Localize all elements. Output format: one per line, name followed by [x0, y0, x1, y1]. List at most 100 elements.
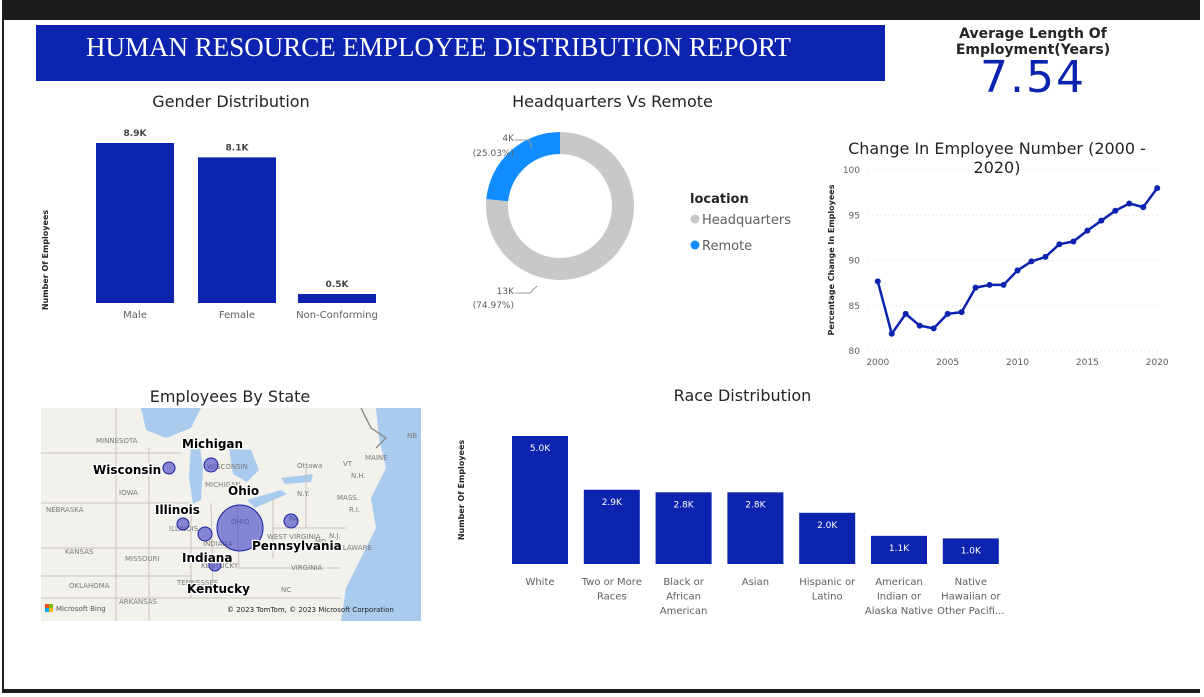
state-label: Michigan	[182, 437, 243, 451]
map-background-label: N.H.	[351, 472, 366, 480]
gender-bar-data-label: 8.1K	[226, 143, 250, 153]
legend-marker	[690, 214, 700, 224]
line-point[interactable]	[930, 325, 937, 332]
map-background-label: OKLAHOMA	[69, 582, 110, 590]
race-bar[interactable]	[583, 489, 640, 564]
state-label: Illinois	[155, 503, 200, 517]
line-point[interactable]	[1098, 217, 1105, 224]
line-point[interactable]	[1140, 204, 1147, 211]
map-background-label: NEBRASKA	[46, 506, 84, 514]
legend-label[interactable]: Headquarters	[702, 213, 791, 228]
race-category-label: Latino	[812, 592, 843, 603]
lake-erie	[247, 490, 287, 508]
gender-chart: Number Of Employees 8.9K Male 8.1K Female 0.…	[41, 129, 378, 321]
state-bubble[interactable]	[208, 558, 222, 572]
donut-pct-label: (74.97%)	[473, 301, 514, 311]
lake-huron	[229, 448, 259, 482]
race-bar-data-label: 2.8K	[745, 500, 766, 510]
line-point[interactable]	[1154, 185, 1161, 192]
state-label: Wisconsin	[93, 463, 161, 477]
map-attribution: © 2023 TomTom, © 2023 Microsoft Corporat…	[227, 606, 394, 614]
line-point[interactable]	[958, 309, 965, 316]
map-background-label: WEST VIRGINIA	[267, 533, 321, 541]
report-title: HUMAN RESOURCE EMPLOYEE DISTRIBUTION REP…	[36, 25, 885, 81]
x-tick-label: 2010	[1006, 358, 1029, 368]
line-point[interactable]	[1000, 281, 1007, 288]
change-chart-title: Change In Employee Number (2000 - 2020)	[848, 139, 1146, 177]
line-point[interactable]	[1070, 238, 1077, 245]
microsoft-logo-icon	[49, 608, 53, 612]
race-bar[interactable]	[512, 436, 568, 564]
donut-slice[interactable]	[486, 132, 560, 202]
state-label: Ohio	[228, 484, 259, 498]
lake-michigan	[189, 440, 203, 504]
y-tick-label: 100	[843, 166, 860, 176]
line-point[interactable]	[902, 310, 909, 317]
race-category-label: Races	[597, 592, 627, 603]
gender-bar[interactable]	[96, 143, 174, 303]
kpi-value: 7.54	[980, 52, 1086, 103]
state-label: Pennsylvania	[252, 539, 342, 553]
map-background-label: VT	[343, 460, 353, 468]
line-point[interactable]	[972, 284, 979, 291]
line-point[interactable]	[1028, 258, 1035, 265]
employees-map[interactable]: MINNESOTA IOWA NEBRASKA KANSAS MISSOURI OKLAH…	[41, 408, 421, 621]
state-bubble[interactable]	[283, 513, 299, 529]
gender-bar-data-label: 8.9K	[124, 129, 148, 139]
race-bar[interactable]	[799, 512, 856, 564]
donut-slice[interactable]	[486, 132, 634, 280]
line-point[interactable]	[1126, 200, 1133, 207]
race-category-label: Indian or	[877, 592, 922, 603]
donut-pct-label: (25.03%)	[473, 149, 514, 159]
gender-bar[interactable]	[298, 294, 376, 303]
race-category-label: African	[666, 592, 701, 603]
race-category-label: American	[875, 577, 923, 588]
line-point[interactable]	[944, 310, 951, 317]
race-category-label: Black or	[663, 577, 704, 588]
state-bubble[interactable]	[216, 504, 264, 552]
map-background-label: TENNESSEE	[176, 579, 218, 587]
map-provider: Microsoft Bing	[56, 605, 106, 613]
race-bar[interactable]	[942, 538, 999, 564]
race-bar[interactable]	[727, 492, 784, 564]
race-bar[interactable]	[871, 535, 927, 564]
map-background-label: IOWA	[119, 489, 138, 497]
map-background-label: INDIANA	[203, 540, 233, 548]
legend-marker	[690, 240, 700, 250]
x-tick-label: 2020	[1146, 358, 1169, 368]
map-background-label: MISSOURI	[125, 555, 160, 563]
line-point[interactable]	[916, 322, 923, 329]
line-point[interactable]	[1112, 207, 1119, 214]
line-point[interactable]	[986, 281, 993, 288]
donut-leader-line	[515, 285, 538, 294]
location-donut-chart: 13K (74.97%) 4K (25.03%) location Headquarter…	[473, 132, 791, 311]
x-tick-label: 2000	[866, 358, 889, 368]
donut-value-label: 13K	[497, 287, 515, 297]
y-tick-label: 85	[849, 302, 860, 312]
race-category-label: Alaska Native	[865, 606, 933, 617]
line-point[interactable]	[1084, 227, 1091, 234]
race-bar[interactable]	[655, 492, 712, 564]
line-point[interactable]	[1056, 241, 1063, 248]
donut-leader-line	[515, 139, 533, 149]
line-point[interactable]	[874, 278, 881, 285]
map-background-label: NC	[281, 586, 291, 594]
microsoft-logo-icon	[45, 608, 49, 612]
race-chart-title: Race Distribution	[673, 386, 812, 405]
map-background-label: NB	[407, 432, 417, 440]
state-bubble[interactable]	[176, 517, 190, 531]
line-point[interactable]	[1014, 267, 1021, 274]
line-point[interactable]	[888, 330, 895, 337]
map-background-label: R.I.	[349, 506, 360, 514]
state-bubble[interactable]	[197, 526, 213, 542]
state-bubble[interactable]	[203, 457, 219, 473]
legend-label[interactable]: Remote	[702, 239, 752, 254]
race-bar-data-label: 2.9K	[602, 498, 623, 508]
map-background-label: N.Y.	[297, 490, 310, 498]
race-category-label: Two or More	[581, 577, 642, 588]
atlantic-ocean	[341, 408, 421, 621]
line-point[interactable]	[1042, 253, 1049, 260]
gender-bar[interactable]	[198, 157, 276, 303]
state-bubble[interactable]	[162, 461, 176, 475]
